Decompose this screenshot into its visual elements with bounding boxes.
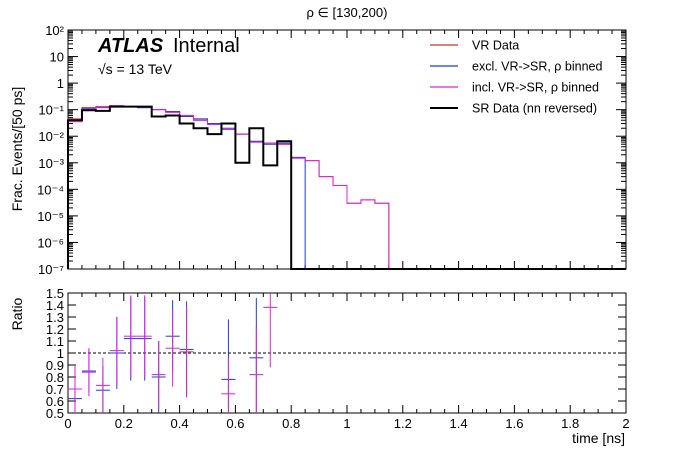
x-tick-label: 1.6 — [505, 416, 523, 431]
y-tick-label: 1 — [57, 76, 64, 91]
ratio-panel: 0 0.2 0.4 0.6 0.8 1 1.2 1.4 1.6 1.8 20.50.60.70.80… — [46, 286, 630, 431]
main-panel: 10⁻⁷ 10⁻⁶ 10⁻⁵ 10⁻⁴ 10⁻³ 10⁻² 10⁻¹ 1 10 10² — [37, 23, 627, 277]
y-tick-label: 10⁻⁷ — [38, 262, 64, 277]
y-axis-label-top: Frac. Events/[50 ps] — [9, 87, 25, 212]
ratio-tick-label: 1.3 — [46, 310, 64, 325]
x-tick-label: 1.4 — [450, 416, 468, 431]
ratio-tick-label: 0.6 — [46, 394, 64, 409]
y-tick-label: 10⁻¹ — [38, 103, 64, 118]
ratio-tick-label: 0.9 — [46, 358, 64, 373]
y-tick-label: 10⁻² — [38, 129, 64, 144]
ratio-tick-label: 1.1 — [46, 334, 64, 349]
ratio-tick-label: 0.5 — [46, 406, 64, 421]
x-tick-label: 0.6 — [226, 416, 244, 431]
x-tick-label: 0.8 — [282, 416, 300, 431]
x-tick-label: 1 — [343, 416, 350, 431]
ratio-tick-label: 1.4 — [46, 298, 64, 313]
y-tick-label: 10⁻⁴ — [37, 182, 64, 197]
ratio-tick-label: 1 — [57, 346, 64, 361]
x-tick-label: 2 — [622, 416, 629, 431]
atlas-label: ATLAS — [97, 35, 164, 57]
x-tick-label: 0.4 — [171, 416, 189, 431]
x-tick-label: 1.2 — [394, 416, 412, 431]
y-tick-label: 10 — [50, 50, 64, 65]
energy-label: √s = 13 TeV — [98, 61, 173, 77]
x-tick-label: 0.2 — [115, 416, 133, 431]
legend-label-0: VR Data — [472, 39, 519, 53]
ratio-tick-label: 0.7 — [46, 382, 64, 397]
ratio-tick-label: 1.2 — [46, 322, 64, 337]
y-tick-label: 10² — [45, 23, 64, 38]
y-tick-label: 10⁻⁵ — [37, 209, 64, 224]
atlas-suffix: Internal — [173, 35, 240, 57]
y-tick-label: 10⁻³ — [38, 156, 64, 171]
ratio-panel-frame — [67, 292, 627, 414]
series-line-2 — [67, 105, 626, 270]
chart-title: ρ ∈ [130,200) — [307, 5, 388, 20]
legend-label-3: SR Data (nn reversed) — [472, 102, 597, 116]
x-tick-label: 0 — [64, 416, 71, 431]
y-tick-label: 10⁻⁶ — [37, 235, 64, 250]
legend-label-2: incl. VR->SR, ρ binned — [472, 81, 599, 95]
ratio-tick-label: 1.5 — [46, 286, 64, 301]
legend-label-1: excl. VR->SR, ρ binned — [472, 60, 602, 74]
legend: VR Data excl. VR->SR, ρ binned incl. VR->S… — [430, 39, 602, 116]
x-axis-label: time [ns] — [572, 430, 625, 446]
ratio-tick-label: 0.8 — [46, 370, 64, 385]
y-axis-label-bottom: Ratio — [9, 297, 25, 330]
x-tick-label: 1.8 — [561, 416, 579, 431]
series-line-3 — [67, 105, 626, 270]
